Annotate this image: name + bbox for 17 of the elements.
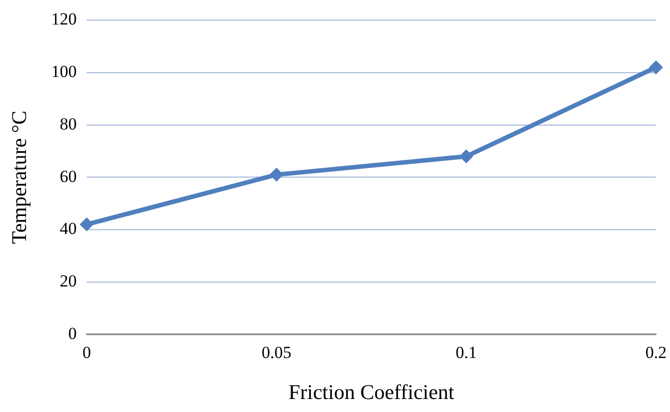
x-axis-title: Friction Coefficient: [288, 380, 454, 404]
y-tick-label: 100: [51, 62, 77, 82]
y-axis-title: Temperature °C: [7, 110, 32, 244]
y-tick-label: 40: [60, 219, 77, 238]
x-tick-label: 0.2: [645, 343, 667, 362]
point: [80, 217, 94, 232]
point: [649, 60, 663, 74]
x-tick-label: 0: [82, 343, 91, 362]
point: [269, 168, 284, 182]
y-tick-label: 120: [51, 10, 77, 29]
y-tick-label: 20: [60, 272, 77, 290]
point: [459, 149, 474, 164]
y-tick-label: 80: [60, 114, 77, 134]
x-tick-label: 0.05: [262, 343, 292, 362]
y-tick-label: 0: [68, 324, 77, 343]
y-tick-label: 60: [60, 166, 77, 186]
x-tick-label: 0.1: [456, 343, 477, 362]
